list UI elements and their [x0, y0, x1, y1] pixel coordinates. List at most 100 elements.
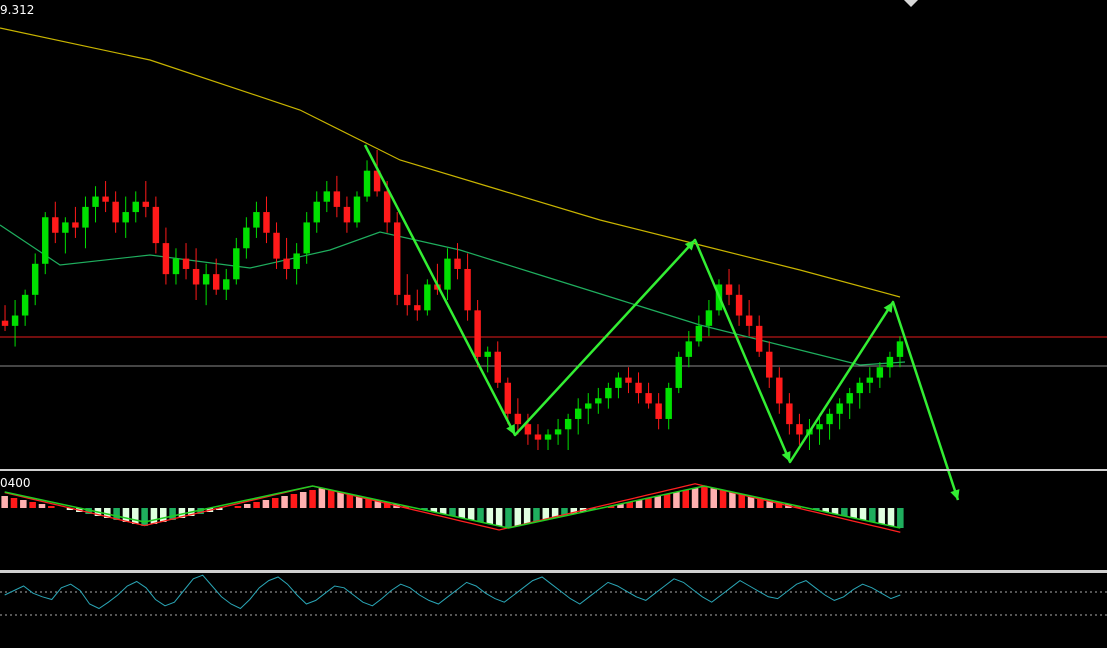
- candle-body: [182, 258, 190, 269]
- candle-body: [504, 382, 512, 414]
- candle-body: [373, 170, 381, 192]
- candle-body: [796, 424, 803, 435]
- candle-body: [836, 403, 843, 414]
- candle-body: [876, 367, 884, 378]
- candle-body: [655, 403, 662, 419]
- candle-body: [212, 274, 220, 290]
- long-moving-average: [0, 27, 901, 298]
- candle-body: [132, 201, 139, 213]
- candle-body: [233, 248, 240, 280]
- candle-body: [223, 279, 230, 290]
- candle-body: [283, 258, 290, 269]
- candle-body: [21, 294, 29, 316]
- candle-body: [353, 196, 361, 223]
- candle-body: [665, 387, 672, 419]
- zigzag-arrowhead: [781, 451, 791, 462]
- price-readout: 9.312: [0, 3, 35, 17]
- candle-body: [424, 284, 431, 311]
- candle-body: [243, 227, 250, 249]
- candle-body: [755, 325, 763, 352]
- candle-body: [414, 305, 421, 311]
- candle-body: [494, 351, 501, 383]
- candle-body: [574, 408, 582, 419]
- candle-body: [313, 201, 320, 223]
- candle-body: [62, 222, 69, 233]
- panel-separator: [0, 469, 1107, 471]
- macd-readout: 0400: [0, 476, 31, 490]
- candle-body: [735, 294, 743, 316]
- candle-body: [383, 191, 391, 223]
- candle-body: [393, 222, 401, 295]
- candle-body: [695, 325, 703, 342]
- candle-body: [464, 268, 471, 311]
- candle-body: [766, 351, 773, 378]
- candle-body: [725, 284, 733, 295]
- macd-main-line: [4, 485, 901, 529]
- candle-body: [705, 310, 713, 326]
- zigzag-arrowhead: [506, 424, 515, 435]
- candle-body: [454, 258, 461, 269]
- candle-body: [263, 212, 270, 233]
- candle-body: [172, 258, 180, 275]
- candle-body: [31, 263, 39, 295]
- candle-body: [605, 387, 612, 399]
- candle-body: [635, 382, 642, 394]
- panel-separator: [0, 570, 1107, 573]
- candle-body: [162, 243, 170, 275]
- candle-body: [846, 393, 853, 404]
- candle-body: [72, 222, 79, 228]
- candle-body: [122, 212, 129, 223]
- candle-body: [474, 310, 481, 357]
- candle-body: [102, 196, 109, 202]
- candle-body: [444, 258, 451, 290]
- candle-body: [333, 191, 341, 207]
- candle-body: [534, 434, 542, 440]
- candle-body: [786, 403, 793, 425]
- short-moving-average: [0, 224, 906, 366]
- candle-body: [776, 377, 783, 404]
- candle-body: [484, 351, 491, 357]
- candle-body: [404, 294, 411, 306]
- candle-body: [11, 315, 19, 326]
- candle-body: [866, 377, 874, 383]
- candle-body: [886, 356, 894, 368]
- zigzag-pattern-line: [363, 144, 960, 501]
- candle-body: [293, 253, 300, 269]
- candle-body: [544, 434, 552, 440]
- candle-body: [595, 398, 602, 404]
- candle-body: [202, 274, 210, 285]
- candle-body: [343, 206, 351, 223]
- candle-body: [152, 206, 160, 244]
- candle-body: [896, 341, 904, 357]
- macd-signal-line: [4, 483, 901, 533]
- zigzag-arrowhead: [684, 240, 695, 251]
- candle-body: [1, 320, 9, 326]
- candle-body: [745, 315, 753, 326]
- candle-body: [303, 222, 310, 254]
- candle-body: [82, 206, 89, 228]
- candle-body: [92, 196, 99, 207]
- candle-body: [625, 377, 632, 383]
- candle-body: [816, 424, 823, 430]
- candle-body: [675, 356, 682, 388]
- candle-body: [52, 217, 59, 233]
- dropdown-marker-icon[interactable]: [904, 0, 918, 7]
- candle-body: [645, 393, 652, 404]
- candle-body: [253, 212, 260, 228]
- candle-body: [323, 191, 331, 202]
- candle-body: [363, 170, 371, 197]
- oscillator-line: [4, 574, 901, 610]
- candle-body: [826, 413, 833, 425]
- zigzag-arrowhead: [950, 489, 960, 500]
- candle-body: [42, 217, 49, 264]
- candle-body: [142, 201, 150, 207]
- candle-body: [564, 418, 572, 430]
- candle-body: [585, 403, 592, 409]
- candle-body: [192, 268, 200, 285]
- candle-body: [273, 232, 280, 259]
- candle-body: [554, 429, 562, 435]
- candle-body: [615, 377, 622, 388]
- candle-body: [514, 413, 522, 425]
- candle-body: [112, 201, 119, 223]
